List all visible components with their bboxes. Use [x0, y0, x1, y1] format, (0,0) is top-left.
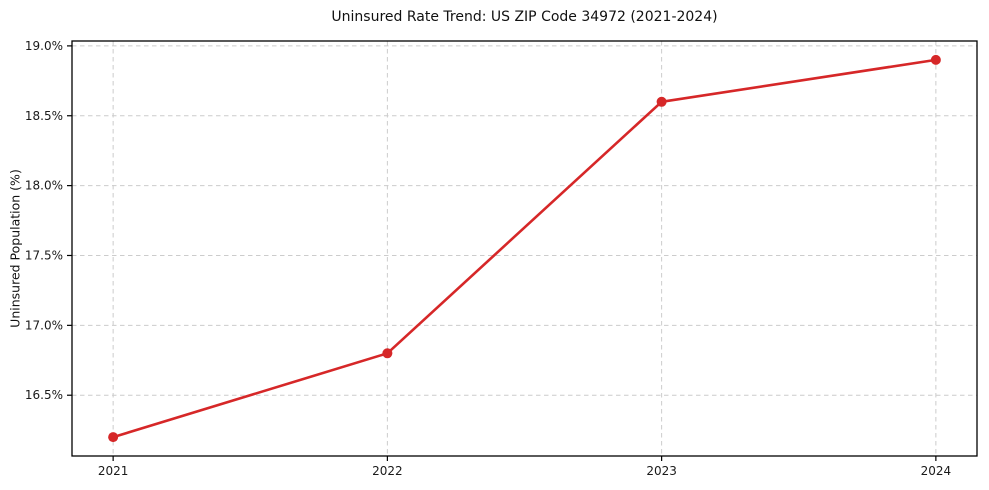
y-tick-label: 19.0% — [25, 39, 63, 53]
x-tick-label: 2023 — [646, 464, 677, 478]
x-tick-label: 2022 — [372, 464, 403, 478]
data-point-marker — [108, 432, 119, 443]
data-point-marker — [930, 54, 941, 65]
y-tick-label: 18.5% — [25, 109, 63, 123]
trend-line — [111, 58, 938, 439]
x-tick-label: 2024 — [921, 464, 952, 478]
chart-title: Uninsured Rate Trend: US ZIP Code 34972 … — [331, 9, 718, 25]
y-tick-label: 16.5% — [25, 388, 63, 402]
plot-border — [71, 40, 978, 457]
x-tick-label: 2021 — [98, 464, 129, 478]
data-point-marker — [656, 96, 667, 107]
data-point-marker — [382, 348, 393, 359]
y-tick-label: 17.5% — [25, 248, 63, 262]
y-tick-label: 17.0% — [25, 318, 63, 332]
y-tick-label: 18.0% — [25, 179, 63, 193]
